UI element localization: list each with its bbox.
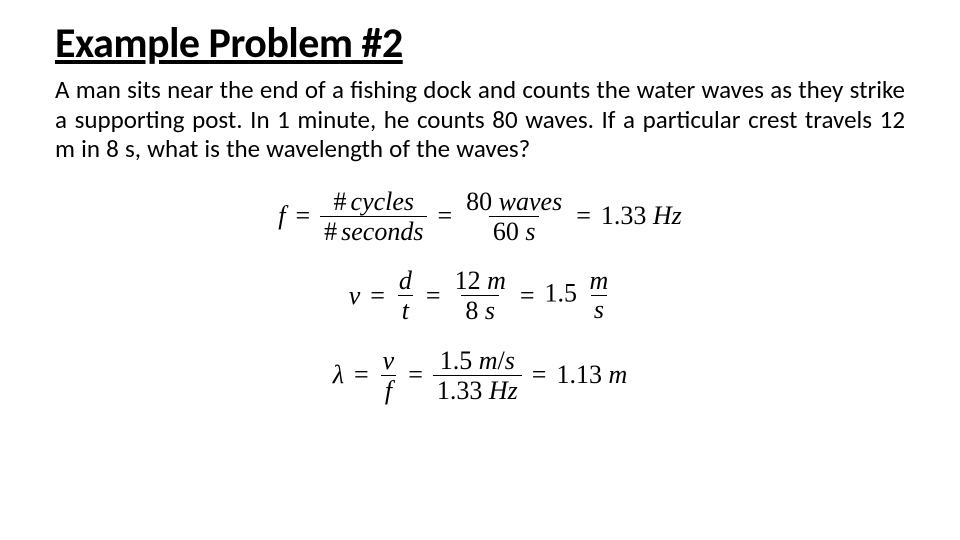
fraction-numerator: 12 m xyxy=(451,267,510,295)
fraction-denominator: 60 s xyxy=(489,216,540,245)
problem-statement: A man sits near the end of a fishing doc… xyxy=(55,75,905,164)
fraction-numerator: 80 waves xyxy=(462,188,566,216)
fraction-numerator: #cycles xyxy=(330,188,419,216)
equation-velocity: v = d t = 12 m 8 s = 1.5 m s xyxy=(349,267,612,325)
equals-sign: = xyxy=(354,360,369,390)
fraction-numerator: 1.5 m/s xyxy=(436,347,519,375)
equals-sign: = xyxy=(532,360,547,390)
fraction-values: 1.5 m/s 1.33 Hz xyxy=(433,347,522,405)
fraction-numerator: v xyxy=(379,347,399,375)
equation-wavelength: λ = v f = 1.5 m/s 1.33 Hz = 1.13 m xyxy=(333,347,628,405)
fraction-values: 80 waves 60 s xyxy=(462,188,566,246)
equals-sign: = xyxy=(426,281,441,311)
fraction-denominator: #seconds xyxy=(320,216,427,245)
equation-area: f = #cycles #seconds = 80 waves 60 s = 1… xyxy=(55,188,905,405)
equation-result: 1.33 Hz xyxy=(601,201,682,231)
fraction-denominator: 1.33 Hz xyxy=(433,375,522,404)
unit-fraction: m s xyxy=(587,268,612,323)
equals-sign: = xyxy=(295,201,310,231)
slide-title: Example Problem #2 xyxy=(55,18,905,69)
unit-denominator: s xyxy=(591,295,607,323)
eq-lhs: f xyxy=(278,201,285,231)
eq-lhs: λ xyxy=(333,360,344,390)
fraction-numerator: d xyxy=(395,267,416,295)
equals-sign: = xyxy=(520,281,535,311)
eq-lhs: v xyxy=(349,281,361,311)
equation-frequency: f = #cycles #seconds = 80 waves 60 s = 1… xyxy=(278,188,682,246)
equals-sign: = xyxy=(408,360,423,390)
fraction-denominator: 8 s xyxy=(461,295,499,324)
equation-result: 1.5 m s xyxy=(545,268,612,323)
slide: Example Problem #2 A man sits near the e… xyxy=(0,0,960,540)
fraction-values: 12 m 8 s xyxy=(451,267,510,325)
fraction-denominator: t xyxy=(398,295,413,324)
fraction-definition: d t xyxy=(395,267,416,325)
equals-sign: = xyxy=(576,201,591,231)
unit-numerator: m xyxy=(587,268,612,295)
fraction-definition: v f xyxy=(379,347,399,405)
result-value: 1.5 xyxy=(545,279,578,308)
fraction-definition: #cycles #seconds xyxy=(320,188,427,246)
equation-result: 1.13 m xyxy=(556,360,627,390)
equals-sign: = xyxy=(437,201,452,231)
fraction-denominator: f xyxy=(381,375,396,404)
equals-sign: = xyxy=(370,281,385,311)
